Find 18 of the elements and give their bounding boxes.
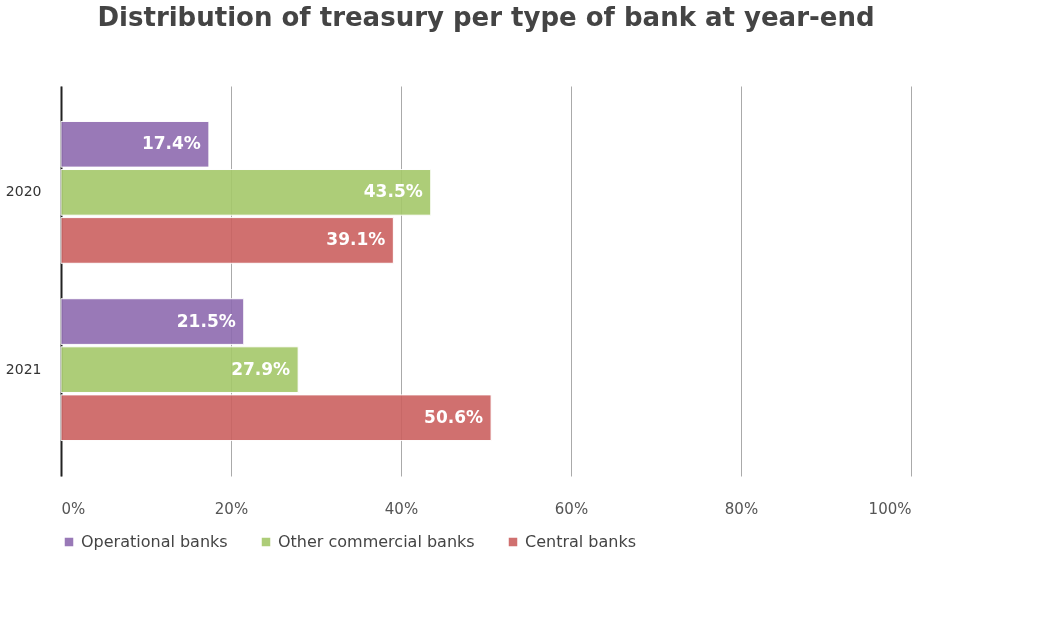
data-label: 17.4%	[141, 133, 201, 154]
x-tick-label: 40%	[384, 499, 419, 518]
x-tick-label: 60%	[554, 499, 589, 518]
y-tick-label: 2020	[5, 183, 42, 200]
x-tick-label: 100%	[868, 499, 912, 518]
data-label: 50.6%	[424, 406, 484, 427]
chart-title: Distribution of treasury per type of bank at year-end	[97, 2, 875, 32]
x-tick-label: 0%	[61, 499, 86, 518]
x-tick-label: 20%	[214, 499, 249, 518]
legend-label: Other commercial banks	[278, 532, 475, 551]
x-tick-label: 80%	[724, 499, 759, 518]
legend-label: Central banks	[525, 532, 637, 551]
legend-label: Operational banks	[81, 532, 228, 551]
data-label: 39.1%	[326, 229, 386, 250]
data-label: 43.5%	[363, 181, 423, 202]
data-label: 27.9%	[231, 358, 291, 379]
data-label: 21.5%	[176, 310, 236, 331]
y-tick-label: 2021	[5, 360, 42, 377]
